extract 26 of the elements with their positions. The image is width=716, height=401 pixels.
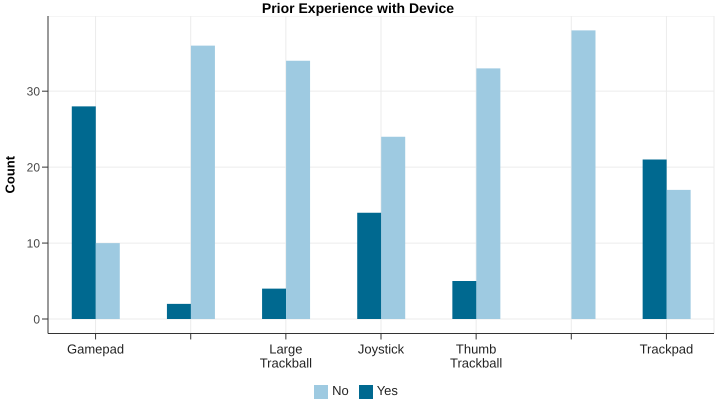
bar bbox=[642, 160, 667, 320]
y-tick-label: 0 bbox=[33, 312, 40, 326]
bar bbox=[357, 212, 382, 320]
y-tick-label: 10 bbox=[26, 236, 40, 250]
y-tick-label: 20 bbox=[26, 160, 40, 174]
bar bbox=[572, 30, 596, 320]
x-tick-label: Trackpad bbox=[640, 341, 694, 356]
x-tick-label: Large Trackball bbox=[260, 341, 312, 370]
bar bbox=[286, 60, 310, 320]
bar bbox=[190, 46, 215, 320]
bar bbox=[96, 243, 120, 320]
legend-label: Yes bbox=[376, 383, 398, 398]
bar bbox=[476, 68, 500, 320]
legend-label: No bbox=[332, 383, 349, 398]
x-tick-label: Gamepad bbox=[67, 341, 124, 356]
bar bbox=[262, 288, 286, 320]
x-tick-label: Joystick bbox=[358, 341, 405, 356]
bar bbox=[166, 304, 191, 320]
x-tick-label: Thumb Trackball bbox=[450, 341, 502, 370]
y-tick-label: 30 bbox=[26, 84, 40, 98]
chart-title: Prior Experience with Device bbox=[260, 0, 456, 16]
y-axis-title: Count bbox=[2, 155, 18, 194]
bar bbox=[666, 190, 691, 320]
bar bbox=[452, 281, 476, 320]
bar bbox=[381, 136, 406, 320]
bar bbox=[72, 106, 96, 320]
